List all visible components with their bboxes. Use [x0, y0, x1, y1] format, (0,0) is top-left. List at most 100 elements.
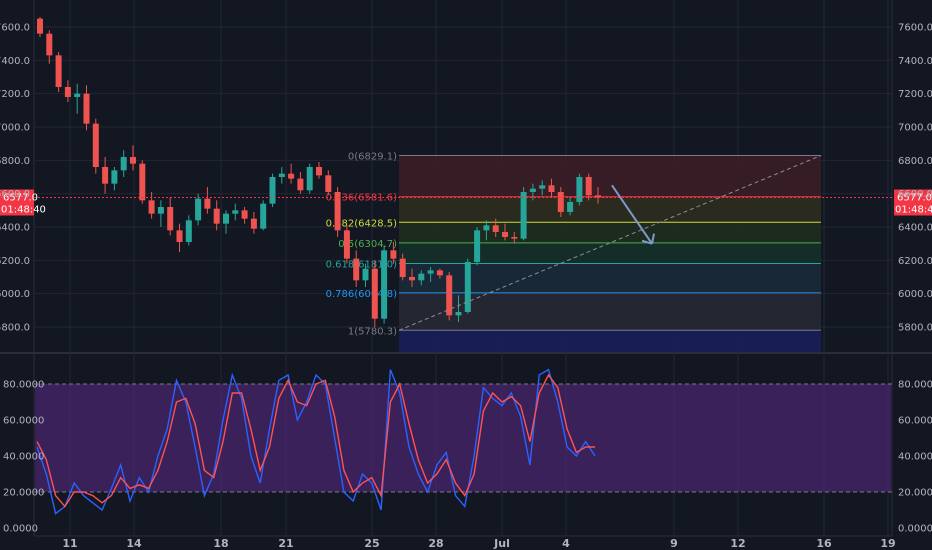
- stoch-line-d: [36, 373, 595, 508]
- price-tag-right: 6577.001:48:40: [894, 189, 932, 216]
- time-tick-label: 21: [278, 537, 293, 550]
- candle-body: [241, 210, 248, 219]
- stochastic-panel: [34, 368, 892, 515]
- stoch-tick-left: 40.0000: [3, 452, 44, 463]
- fib-extension-zone: [399, 330, 821, 352]
- axes: 7600.0 7600.0 7400.0 7400.0 7200.0 7200.0 7000…: [0, 23, 932, 550]
- stoch-tick-left: 0.0000: [3, 524, 38, 535]
- stoch-tick-right: 20.0000: [898, 488, 932, 499]
- fib-level-label: 0.786(6004.8): [326, 289, 398, 300]
- price-tick-right: 6600.0: [898, 189, 932, 200]
- candle-body: [195, 198, 202, 221]
- price-tag-box: [0, 189, 34, 216]
- candle-body: [353, 258, 360, 281]
- candle-body: [567, 202, 574, 212]
- candle-body: [502, 232, 508, 237]
- time-tick-label: 4: [562, 537, 570, 550]
- candle-body: [511, 237, 518, 239]
- price-tick-right: 7400.0: [898, 56, 932, 67]
- candle-body: [74, 93, 81, 97]
- candle-body: [167, 207, 174, 231]
- candle-body: [381, 250, 388, 319]
- stoch-tick-left: 20.0000: [3, 488, 44, 499]
- price-tick-left: 6000.0: [0, 289, 30, 300]
- price-tag-countdown: 01:48:40: [1, 205, 46, 216]
- time-tick-label: 18: [213, 537, 228, 550]
- projection-arrow-head: [641, 233, 655, 245]
- price-tag-value: 6577.0: [897, 193, 932, 204]
- price-tick-right: 7600.0: [898, 23, 932, 34]
- stoch-tick-left: 60.0000: [3, 416, 44, 427]
- time-tick-label: 11: [62, 537, 77, 550]
- stoch-tick-left: 80.0000: [3, 380, 44, 391]
- candle-body: [418, 273, 425, 281]
- price-tag-box: [894, 189, 932, 216]
- candle-body: [83, 93, 90, 124]
- candle-body: [334, 192, 341, 231]
- candle-body: [409, 277, 415, 281]
- price-tag-countdown: 01:48:40: [895, 205, 932, 216]
- stoch-tick-right: 80.0000: [898, 380, 932, 391]
- price-tick-left: 6200.0: [0, 256, 30, 267]
- candle-body: [37, 18, 43, 34]
- candle-body: [539, 185, 546, 189]
- time-tick-label: 12: [730, 537, 745, 550]
- time-tick-label: 28: [428, 537, 443, 550]
- candle-body: [55, 55, 62, 87]
- candle-body: [260, 203, 267, 229]
- candle-body: [529, 188, 536, 192]
- candle-body: [92, 123, 99, 167]
- fibonacci-retracement[interactable]: 0(6829.1) 0.236(6581.6) 0.382(6428.5) 0.5(6…: [326, 151, 821, 352]
- fib-level-label: 0.618(6181.0): [326, 260, 398, 271]
- candle-body: [139, 163, 146, 201]
- candle-body: [520, 192, 527, 239]
- time-tick-label: 9: [670, 537, 678, 550]
- candle-body: [278, 173, 285, 177]
- price-tag-left: 6577.001:48:40: [0, 189, 46, 216]
- price-tick-right: 6000.0: [898, 289, 932, 300]
- candle-body: [325, 175, 332, 192]
- candle-body: [362, 268, 369, 281]
- candle-body: [46, 33, 53, 56]
- time-tick-label: 16: [816, 537, 832, 550]
- candle-body: [585, 177, 592, 196]
- fib-level-label: 0.5(6304.7): [338, 239, 397, 250]
- candle-body: [111, 170, 118, 184]
- candle-body: [269, 177, 276, 204]
- price-tick-right: 7200.0: [898, 89, 932, 100]
- price-tick-left: 6600.0: [0, 189, 30, 200]
- candle-body: [483, 225, 490, 231]
- price-tick-right: 6800.0: [898, 156, 932, 167]
- price-tick-right: 7000.0: [898, 123, 932, 134]
- candle-body: [455, 312, 462, 316]
- candle-body: [297, 178, 304, 191]
- price-tick-left: 6800.0: [0, 156, 30, 167]
- candle-body: [576, 177, 583, 202]
- fib-trend-line: [398, 155, 822, 331]
- price-tag-value: 6577.0: [3, 193, 38, 204]
- candle-body: [427, 270, 434, 274]
- stoch-line-k: [36, 368, 596, 515]
- fib-zone: [399, 222, 821, 243]
- candle-body: [436, 270, 443, 276]
- candle-body: [399, 258, 406, 277]
- candle-body: [390, 250, 397, 259]
- candle-body: [157, 207, 164, 214]
- price-tick-right: 6200.0: [898, 256, 932, 267]
- fib-zone: [399, 155, 821, 197]
- candle-body: [176, 230, 183, 242]
- price-tick-left: 5800.0: [0, 323, 30, 334]
- candle-body: [492, 225, 499, 232]
- candle-body: [232, 210, 239, 214]
- price-tick-left: 7600.0: [0, 23, 30, 34]
- fib-level-label: 0(6829.1): [348, 151, 397, 162]
- candle-body: [223, 213, 229, 224]
- candle-body: [474, 230, 481, 262]
- price-tick-right: 6400.0: [898, 223, 932, 234]
- candle-body: [371, 268, 378, 319]
- candle-body: [557, 192, 564, 212]
- candlestick-series: [37, 17, 601, 327]
- candle-body: [343, 230, 350, 259]
